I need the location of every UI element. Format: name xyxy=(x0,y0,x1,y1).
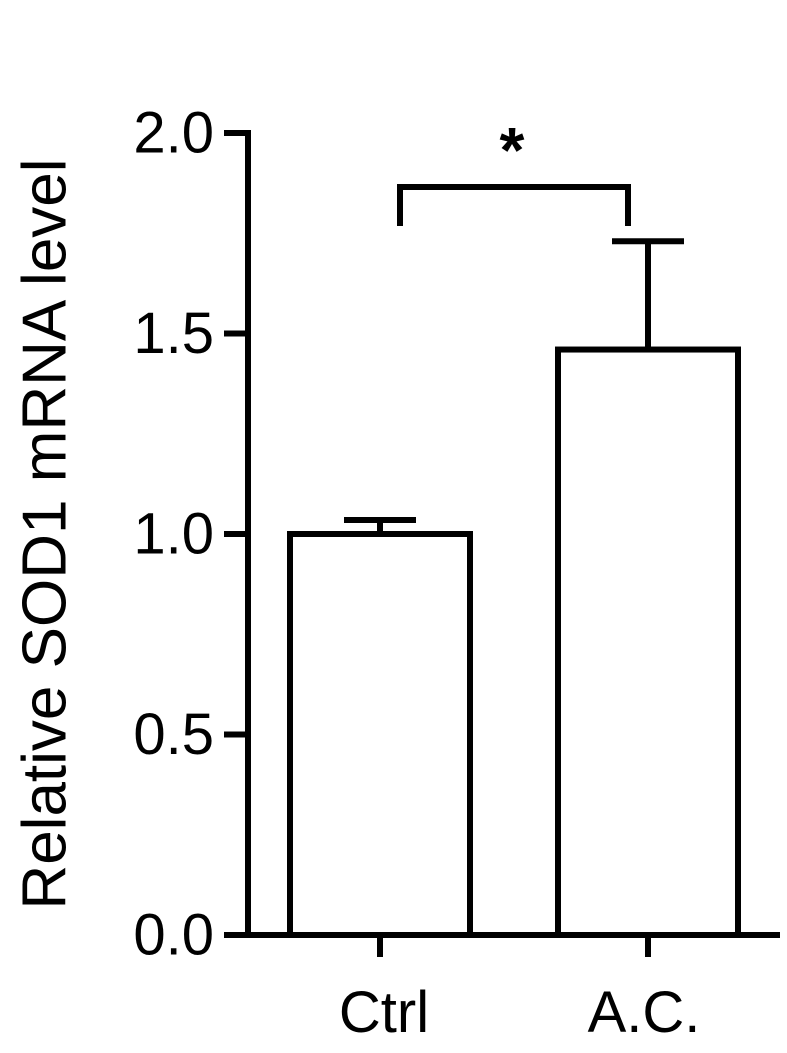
y-tick-label: 0.0 xyxy=(133,903,214,968)
y-tick-label: 0.5 xyxy=(133,702,214,767)
y-tick-label: 2.0 xyxy=(133,101,214,166)
y-axis-label: Relative SOD1 mRNA level xyxy=(11,158,80,909)
bar xyxy=(555,346,741,939)
significance-marker: * xyxy=(500,114,525,186)
y-tick-label: 1.0 xyxy=(133,502,214,567)
x-tick-label: A.C. xyxy=(588,980,701,1045)
x-tick-label: Ctrl xyxy=(339,980,429,1045)
y-tick-label: 1.5 xyxy=(133,301,214,366)
significance-bracket xyxy=(397,184,631,226)
bar xyxy=(287,531,473,938)
